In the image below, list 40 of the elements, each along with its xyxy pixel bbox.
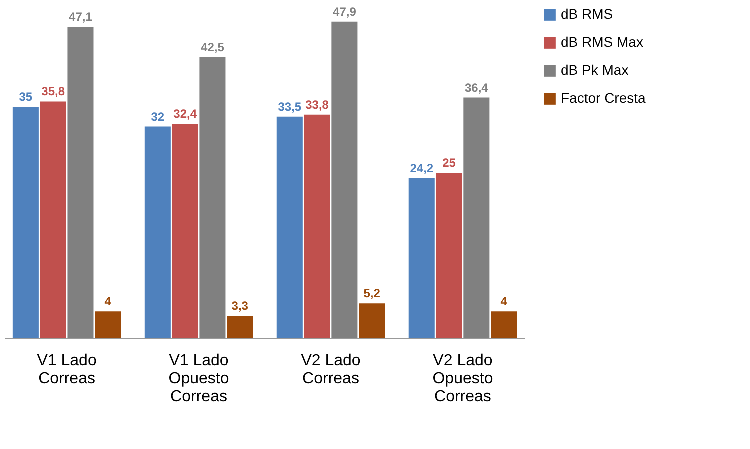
bar [359,304,386,338]
x-tick-label: V2 Lado Opuesto Correas [432,352,494,406]
data-label: 4 [104,294,112,309]
bar [408,178,435,338]
bar [436,173,462,338]
data-label: 32 [151,110,165,124]
bar [12,107,39,338]
data-label: 42,5 [201,40,225,54]
bar [144,126,171,338]
legend-label: dB Pk Max [561,62,629,78]
bar [95,312,122,338]
bar [40,102,66,338]
data-label: 33,5 [278,100,302,114]
data-label: 24,2 [410,161,434,176]
legend-label: dB RMS Max [561,34,644,50]
data-label: 33,8 [306,98,330,112]
bar [276,116,303,338]
data-label: 5,2 [364,286,381,301]
bar [464,98,490,338]
data-label: 3,3 [232,299,249,314]
data-label: 32,4 [174,107,198,122]
data-label: 47,1 [69,10,93,24]
bar [68,27,94,338]
data-label: 4 [500,294,508,309]
legend-label: Factor Cresta [561,90,646,106]
bar [304,114,330,338]
x-tick-label: V1 Lado Opuesto Correas [168,352,230,406]
bar [227,316,254,338]
legend-label: dB RMS [561,6,614,22]
data-label: 25 [442,156,456,170]
bar [332,22,358,338]
x-tick-label: V1 Lado Correas [37,352,97,388]
bar [200,58,226,338]
data-label: 35 [19,90,33,104]
data-label: 47,9 [333,4,357,19]
x-tick-label: V2 Lado Correas [301,352,361,388]
data-label: 36,4 [464,80,489,95]
bar [172,124,198,338]
bar [491,312,518,338]
data-label: 35,8 [42,84,66,99]
